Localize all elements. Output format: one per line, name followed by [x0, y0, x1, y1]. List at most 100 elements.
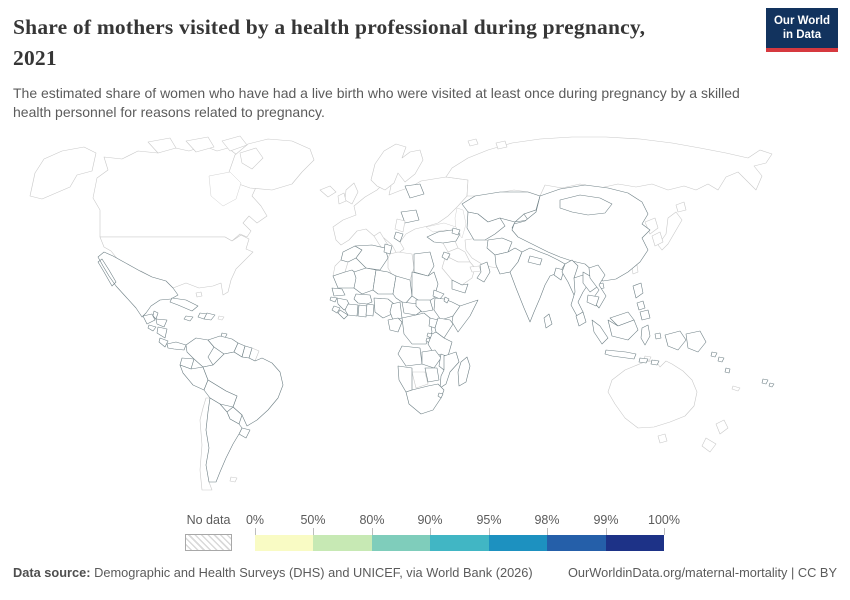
country-new-zealand-south[interactable]	[701, 437, 717, 453]
country-cote-divoire[interactable]	[344, 303, 359, 317]
country-tasmania[interactable]	[657, 433, 668, 444]
country-azerbaijan[interactable]	[451, 227, 461, 236]
country-romania[interactable]	[400, 209, 420, 224]
country-cuba[interactable]	[169, 297, 199, 312]
country-mali[interactable]	[353, 267, 377, 295]
country-sri-lanka[interactable]	[543, 313, 553, 329]
country-bahamas[interactable]	[195, 291, 203, 298]
country-novaya-zemlya[interactable]	[495, 140, 508, 150]
country-iceland[interactable]	[319, 185, 337, 198]
country-jamaica[interactable]	[183, 315, 194, 322]
legend-no-data-swatch[interactable]	[185, 534, 232, 551]
country-mozambique[interactable]	[439, 351, 460, 389]
country-algeria[interactable]	[354, 244, 389, 271]
country-uzbekistan-turkmenistan[interactable]	[466, 211, 506, 241]
country-el-salvador[interactable]	[147, 324, 157, 332]
country-senegal[interactable]	[331, 287, 346, 297]
country-yemen[interactable]	[451, 279, 469, 294]
country-guinea-bissau[interactable]	[329, 296, 338, 303]
country-new-zealand-north[interactable]	[715, 419, 729, 435]
country-indonesia-lesser-sunda-2[interactable]	[650, 359, 660, 366]
country-indonesia-maluku[interactable]	[654, 332, 662, 340]
legend-swatch-3[interactable]	[430, 535, 489, 551]
legend-swatch-0[interactable]	[255, 535, 314, 551]
country-cameroon[interactable]	[389, 301, 403, 321]
country-albania[interactable]	[393, 231, 404, 243]
country-costa-rica[interactable]	[158, 337, 169, 348]
country-somalia[interactable]	[451, 299, 479, 333]
country-indonesia-java[interactable]	[604, 349, 637, 360]
country-mexico[interactable]	[97, 251, 179, 318]
country-australia[interactable]	[607, 359, 698, 429]
country-russia[interactable]	[445, 136, 773, 197]
country-falkland-islands[interactable]	[229, 476, 238, 483]
country-gulf-states[interactable]	[469, 265, 482, 273]
legend-swatch-1[interactable]	[313, 535, 372, 551]
country-puerto-rico[interactable]	[217, 315, 225, 321]
country-solomon-islands-1[interactable]	[710, 351, 718, 358]
country-japan-hokkaido[interactable]	[675, 201, 687, 213]
country-philippines-luzon[interactable]	[632, 282, 644, 299]
country-argentina[interactable]	[205, 397, 243, 483]
country-alaska[interactable]	[29, 146, 97, 200]
country-united-kingdom[interactable]	[344, 182, 359, 205]
region-scandinavia[interactable]	[370, 143, 424, 191]
country-guatemala[interactable]	[142, 313, 156, 325]
country-saudi-arabia[interactable]	[441, 257, 476, 286]
country-eswatini[interactable]	[437, 392, 444, 399]
country-svalbard[interactable]	[467, 138, 479, 147]
country-laos[interactable]	[582, 271, 598, 293]
country-ghana[interactable]	[357, 304, 368, 318]
country-mongolia[interactable]	[559, 194, 613, 216]
country-dr-congo[interactable]	[401, 312, 433, 345]
country-arctic-island-2[interactable]	[185, 136, 215, 153]
country-dominican-republic[interactable]	[203, 312, 216, 321]
country-indonesia-kalimantan[interactable]	[607, 319, 639, 341]
country-china[interactable]	[511, 184, 651, 282]
country-egypt[interactable]	[413, 251, 435, 277]
country-vanuatu[interactable]	[724, 367, 731, 374]
country-namibia[interactable]	[397, 365, 413, 393]
country-burkina-faso[interactable]	[353, 293, 373, 305]
legend-swatch-6[interactable]	[605, 535, 664, 551]
country-new-caledonia[interactable]	[731, 385, 741, 392]
country-sierra-leone[interactable]	[331, 305, 341, 314]
country-arctic-island-3[interactable]	[221, 135, 248, 152]
country-togo-benin[interactable]	[365, 303, 375, 317]
country-sudan[interactable]	[411, 271, 439, 305]
country-vietnam[interactable]	[588, 264, 607, 309]
country-oman[interactable]	[476, 261, 491, 283]
country-japan[interactable]	[657, 211, 683, 251]
country-cambodia[interactable]	[586, 294, 600, 307]
country-bangladesh[interactable]	[553, 267, 565, 281]
country-solomon-islands-2[interactable]	[717, 356, 725, 363]
country-liberia[interactable]	[337, 309, 349, 320]
legend-swatch-2[interactable]	[371, 535, 431, 551]
country-fiji-2[interactable]	[768, 382, 775, 388]
country-malaysia-peninsula[interactable]	[575, 311, 587, 327]
country-belarus[interactable]	[404, 183, 425, 199]
country-panama[interactable]	[166, 341, 187, 351]
country-philippines-mindanao[interactable]	[639, 309, 651, 321]
country-indonesia-sumatra[interactable]	[591, 319, 609, 345]
country-serbia[interactable]	[394, 218, 406, 233]
license-link[interactable]: OurWorldinData.org/maternal-mortality | …	[567, 565, 837, 580]
country-indonesia-lesser-sunda-1[interactable]	[638, 357, 649, 364]
country-philippines-visayas[interactable]	[636, 300, 646, 311]
country-zimbabwe[interactable]	[424, 367, 440, 383]
legend-color-bar[interactable]	[255, 535, 664, 551]
country-gabon-congo[interactable]	[387, 317, 403, 333]
legend-swatch-4[interactable]	[488, 535, 548, 551]
country-madagascar[interactable]	[457, 356, 471, 387]
country-djibouti[interactable]	[443, 296, 450, 304]
country-ireland[interactable]	[337, 192, 347, 205]
country-angola[interactable]	[397, 345, 423, 367]
country-colombia[interactable]	[185, 337, 215, 368]
country-papua-new-guinea[interactable]	[685, 330, 707, 353]
country-south-korea[interactable]	[651, 231, 664, 247]
country-eritrea[interactable]	[432, 289, 445, 300]
country-south-sudan[interactable]	[415, 299, 434, 313]
country-indonesia-papua[interactable]	[664, 330, 687, 351]
country-fiji-1[interactable]	[761, 378, 769, 385]
country-zambia[interactable]	[421, 349, 442, 369]
